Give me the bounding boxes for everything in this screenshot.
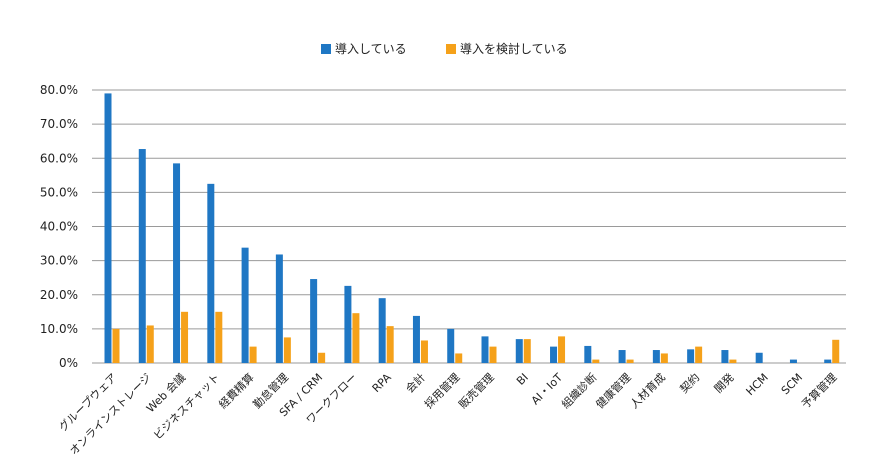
bar-considering: [558, 336, 566, 363]
y-tick-label: 20.0%: [40, 288, 78, 302]
x-category-label: 契約: [677, 370, 702, 395]
x-category-label: 経費精算: [216, 370, 257, 411]
x-category-label: 組織診断: [558, 370, 599, 411]
x-category-label: 予算管理: [798, 370, 839, 411]
bar-considering: [660, 353, 668, 363]
x-category-label: 販売管理: [456, 370, 497, 411]
bar-adopted: [275, 254, 283, 363]
bar-adopted: [618, 350, 626, 363]
bar-adopted: [207, 183, 215, 363]
bar-considering: [626, 359, 634, 363]
bar-considering: [420, 340, 428, 363]
bar-adopted: [378, 298, 386, 363]
x-category-label: HCM: [744, 371, 771, 398]
bar-considering: [181, 311, 189, 363]
x-category-label: 開発: [711, 370, 736, 395]
y-tick-label: 40.0%: [40, 220, 78, 234]
bar-adopted: [687, 349, 695, 363]
bar-considering: [592, 359, 600, 363]
bar-adopted: [173, 163, 181, 363]
bar-considering: [112, 328, 120, 363]
legend-swatch-considering: [446, 44, 456, 54]
bar-considering: [695, 346, 703, 363]
bar-adopted: [515, 339, 523, 363]
y-tick-label: 30.0%: [40, 254, 78, 268]
bar-considering: [386, 326, 394, 363]
x-category-label: 健康管理: [593, 370, 634, 411]
y-tick-label: 60.0%: [40, 151, 78, 165]
grid-lines: [92, 89, 846, 364]
legend: 導入している 導入を検討している: [321, 41, 568, 56]
bar-considering: [318, 352, 326, 363]
x-category-label: グループウェア: [56, 370, 120, 434]
bar-adopted: [104, 93, 112, 363]
x-category-label: 会計: [403, 370, 428, 395]
bar-considering: [729, 359, 737, 363]
legend-label: 導入を検討している: [460, 41, 568, 56]
bar-considering: [832, 339, 840, 363]
bar-adopted: [824, 359, 832, 363]
x-category-label: RPA: [370, 371, 394, 395]
bar-adopted: [412, 315, 420, 363]
bar-considering: [455, 353, 463, 363]
bar-adopted: [721, 350, 729, 363]
x-category-label: ビジネスチャット: [151, 371, 222, 442]
y-tick-label: 50.0%: [40, 185, 78, 199]
bar-adopted: [481, 336, 489, 363]
bar-adopted: [447, 328, 455, 363]
bars: [104, 93, 840, 363]
bar-adopted: [241, 247, 249, 363]
x-category-label: 人材育成: [627, 370, 668, 411]
x-category-label: 採用管理: [421, 370, 462, 411]
bar-adopted: [755, 352, 763, 363]
bar-considering: [249, 346, 257, 363]
bar-adopted: [310, 279, 318, 363]
legend-swatch-adopted: [321, 44, 331, 54]
bar-considering: [489, 346, 497, 363]
y-tick-label: 0%: [59, 356, 78, 370]
x-category-label: SCM: [779, 371, 805, 397]
y-tick-label: 10.0%: [40, 322, 78, 336]
bar-adopted: [584, 345, 592, 363]
x-category-label: BI: [514, 371, 531, 388]
bar-considering: [352, 313, 360, 363]
bar-adopted: [789, 359, 797, 363]
bar-adopted: [652, 350, 660, 363]
y-axis: 0% 10.0% 20.0% 30.0% 40.0% 50.0% 60.0% 70.0% 80.…: [40, 83, 78, 370]
bar-adopted: [550, 346, 558, 363]
y-tick-label: 80.0%: [40, 83, 78, 97]
bar-considering: [523, 339, 531, 363]
bar-considering: [283, 337, 291, 363]
bar-considering: [215, 311, 223, 363]
bar-adopted: [344, 285, 352, 363]
bar-adopted: [138, 149, 146, 363]
y-tick-label: 70.0%: [40, 117, 78, 131]
legend-label: 導入している: [335, 42, 407, 56]
bar-considering: [146, 325, 154, 363]
